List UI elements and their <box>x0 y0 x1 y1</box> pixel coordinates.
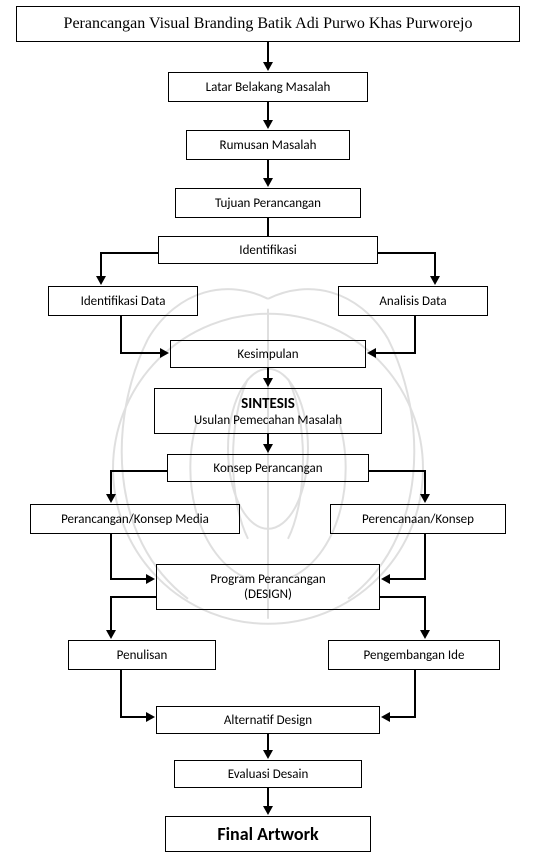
connector <box>369 470 426 472</box>
connector <box>120 670 122 718</box>
rumusan-text: Rumusan Masalah <box>220 138 317 153</box>
connector <box>110 596 112 632</box>
connector <box>120 352 162 354</box>
sintesis-bold-text: SINTESIS <box>241 395 295 413</box>
arrow-down-icon <box>263 444 273 453</box>
flowchart: Perancangan Visual Branding Batik Adi Pu… <box>0 0 536 864</box>
arrow-right-icon <box>146 712 155 722</box>
identifikasi-text: Identifikasi <box>239 243 296 258</box>
arrow-down-icon <box>106 630 116 639</box>
arrow-down-icon <box>420 630 430 639</box>
node-alternatif: Alternatif Design <box>156 706 380 734</box>
node-final: Final Artwork <box>165 816 371 852</box>
node-an-data: Analisis Data <box>338 286 488 316</box>
connector <box>110 578 148 580</box>
connector <box>388 716 416 718</box>
node-evaluasi: Evaluasi Desain <box>174 760 362 788</box>
connector <box>110 470 112 496</box>
connector <box>267 788 269 808</box>
connector <box>414 670 416 718</box>
connector <box>100 252 102 278</box>
connector <box>434 252 436 278</box>
tujuan-text: Tujuan Perancangan <box>215 196 321 211</box>
arrow-down-icon <box>263 378 273 387</box>
per-media-text: Perancangan/Konsep Media <box>61 512 209 527</box>
connector <box>380 596 426 598</box>
arrow-down-icon <box>96 276 106 285</box>
node-rumusan: Rumusan Masalah <box>186 130 350 160</box>
connector <box>267 218 269 236</box>
node-title: Perancangan Visual Branding Batik Adi Pu… <box>16 6 520 42</box>
node-perencanaan: Perencanaan/Konsep <box>330 504 506 534</box>
connector <box>424 596 426 632</box>
evaluasi-text: Evaluasi Desain <box>228 767 309 782</box>
title-text: Perancangan Visual Branding Batik Adi Pu… <box>64 15 473 33</box>
node-per-media: Perancangan/Konsep Media <box>30 504 240 534</box>
node-latar: Latar Belakang Masalah <box>168 72 368 102</box>
arrow-left-icon <box>381 712 390 722</box>
node-program: Program Perancangan (DESIGN) <box>156 564 380 610</box>
connector <box>424 534 426 580</box>
arrow-right-icon <box>146 574 155 584</box>
arrow-down-icon <box>106 494 116 503</box>
an-data-text: Analisis Data <box>379 294 446 309</box>
node-identifikasi: Identifikasi <box>158 236 378 264</box>
arrow-down-icon <box>263 750 273 759</box>
node-penulisan: Penulisan <box>68 640 216 670</box>
final-text: Final Artwork <box>217 823 318 845</box>
arrow-left-icon <box>367 348 376 358</box>
id-data-text: Identifikasi Data <box>81 294 166 309</box>
node-id-data: Identifikasi Data <box>48 286 198 316</box>
node-kesimpulan: Kesimpulan <box>170 340 366 368</box>
arrow-right-icon <box>160 348 169 358</box>
arrow-down-icon <box>263 120 273 129</box>
node-tujuan: Tujuan Perancangan <box>175 188 361 218</box>
connector <box>267 102 269 122</box>
node-sintesis: SINTESIS Usulan Pemecahan Masalah <box>154 388 382 434</box>
connector <box>267 160 269 180</box>
connector <box>110 534 112 580</box>
program-l2-text: (DESIGN) <box>244 587 292 602</box>
pengembangan-text: Pengembangan Ide <box>364 648 465 663</box>
arrow-down-icon <box>263 62 273 71</box>
connector <box>120 716 148 718</box>
connector <box>110 596 156 598</box>
connector <box>378 252 436 254</box>
perencanaan-text: Perencanaan/Konsep <box>362 512 474 527</box>
arrow-down-icon <box>420 494 430 503</box>
connector <box>100 252 158 254</box>
connector <box>120 316 122 354</box>
connector <box>110 470 167 472</box>
connector <box>267 42 269 64</box>
connector <box>414 316 416 354</box>
arrow-left-icon <box>381 574 390 584</box>
latar-text: Latar Belakang Masalah <box>206 80 331 95</box>
alternatif-text: Alternatif Design <box>224 713 312 728</box>
arrow-down-icon <box>430 276 440 285</box>
arrow-down-icon <box>263 806 273 815</box>
sintesis-sub-text: Usulan Pemecahan Masalah <box>194 413 342 428</box>
node-konsep-per: Konsep Perancangan <box>167 454 369 482</box>
connector <box>388 578 426 580</box>
arrow-down-icon <box>263 178 273 187</box>
kesimpulan-text: Kesimpulan <box>237 347 298 362</box>
penulisan-text: Penulisan <box>117 648 168 663</box>
program-l1-text: Program Perancangan <box>210 572 325 587</box>
node-pengembangan: Pengembangan Ide <box>328 640 500 670</box>
konsep-per-text: Konsep Perancangan <box>213 461 322 476</box>
connector <box>374 352 416 354</box>
connector <box>424 470 426 496</box>
